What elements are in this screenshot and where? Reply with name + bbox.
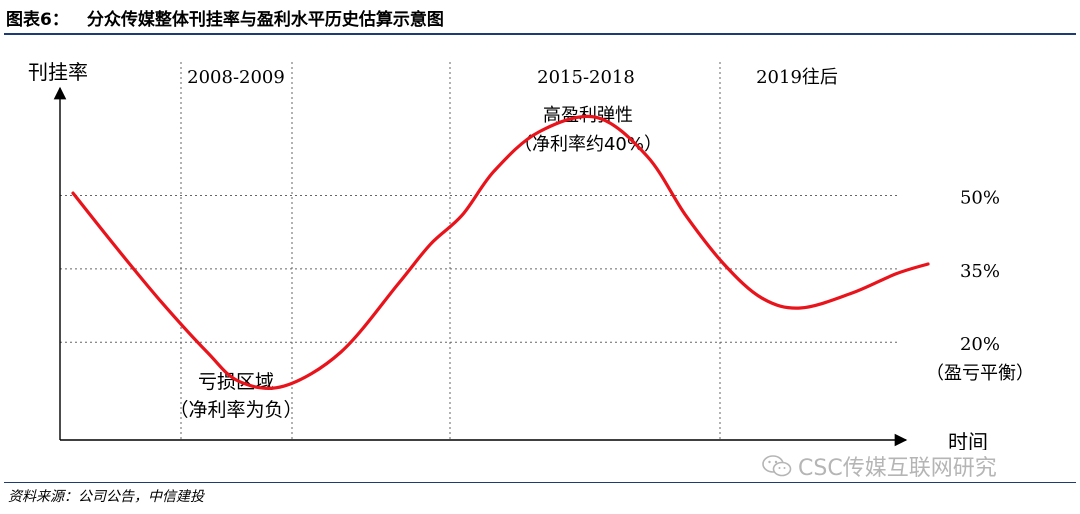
source-note: 资料来源：公司公告，中信建投 — [8, 489, 204, 505]
annotation-high-margin-sub: （净利率约40%） — [514, 134, 662, 155]
chart: 刊挂率 时间 2008-2009 2015-2018 2019往后 高盈利弹性 … — [28, 60, 1034, 450]
annotation-loss-zone-sub: （净利率为负） — [169, 399, 302, 421]
y-axis-label: 刊挂率 — [28, 60, 88, 84]
wechat-icon — [762, 455, 792, 477]
period-label: 2019往后 — [756, 67, 838, 88]
reference-label: 35% — [960, 261, 1000, 282]
annotation-loss-zone: 亏损区域 — [198, 371, 274, 393]
figure-header: 图表6： 分众传媒整体刊挂率与盈利水平历史估算示意图 — [6, 4, 444, 30]
figure-title: 分众传媒整体刊挂率与盈利水平历史估算示意图 — [86, 9, 444, 30]
reference-label: 20% — [960, 334, 1000, 355]
header-rule — [4, 33, 1076, 35]
period-label: 2015-2018 — [537, 67, 635, 88]
x-axis-label: 时间 — [948, 430, 988, 450]
reference-sublabel: （盈亏平衡） — [926, 363, 1034, 384]
figure-label: 图表6： — [6, 9, 69, 30]
reference-label: 50% — [960, 188, 1000, 209]
footer-rule — [4, 482, 1076, 483]
series-line — [71, 114, 930, 390]
period-label: 2008-2009 — [187, 67, 285, 88]
watermark: CSC传媒互联网研究 — [762, 450, 997, 482]
watermark-text: CSC传媒互联网研究 — [798, 456, 997, 481]
